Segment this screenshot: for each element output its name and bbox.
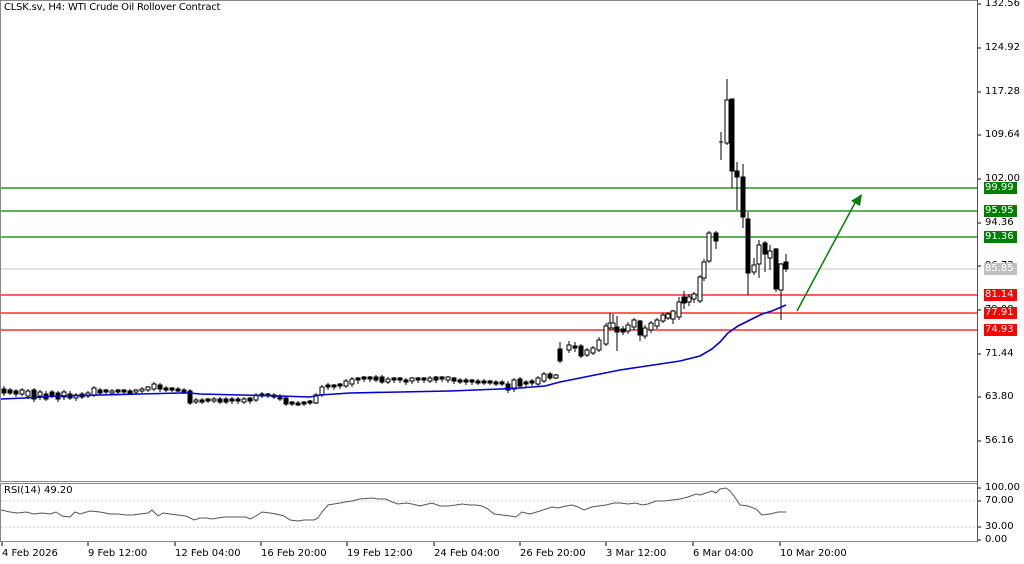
rsi-panel bbox=[0, 483, 978, 542]
price-tick: 117.28 bbox=[985, 86, 1020, 97]
main-panel bbox=[0, 0, 978, 482]
price-tick: 102.00 bbox=[985, 173, 1020, 184]
time-tick: 6 Mar 04:00 bbox=[693, 548, 754, 559]
bullish-arrow-icon bbox=[796, 194, 862, 312]
support-tag: 77.91 bbox=[984, 307, 1017, 319]
candlesticks bbox=[1, 79, 789, 406]
chart-title: CLSK.sv, H4: WTI Crude Oil Rollover Cont… bbox=[4, 2, 221, 13]
support-tag: 74.93 bbox=[984, 324, 1017, 336]
rsi-tick: 100.00 bbox=[985, 482, 1020, 493]
rsi-tick: 0.00 bbox=[985, 534, 1008, 545]
resistance-tag: 99.99 bbox=[984, 182, 1017, 194]
price-tick: 94.36 bbox=[985, 217, 1014, 228]
price-tick: 71.44 bbox=[985, 348, 1014, 359]
moving-average-line bbox=[0, 304, 787, 400]
time-tick: 19 Feb 12:00 bbox=[347, 548, 413, 559]
time-axis-ticks bbox=[1, 542, 781, 546]
time-tick: 26 Feb 20:00 bbox=[520, 548, 586, 559]
resistance-tag: 91.36 bbox=[984, 231, 1017, 243]
time-tick: 24 Feb 04:00 bbox=[434, 548, 500, 559]
time-tick: 12 Feb 04:00 bbox=[175, 548, 241, 559]
time-tick: 3 Mar 12:00 bbox=[606, 548, 667, 559]
rsi-tick: 70.00 bbox=[985, 495, 1014, 506]
price-tick: 56.16 bbox=[985, 435, 1014, 446]
rsi-line bbox=[0, 487, 786, 522]
time-tick: 16 Feb 20:00 bbox=[261, 548, 327, 559]
price-tick: 109.64 bbox=[985, 129, 1020, 140]
rsi-indicator-label: RSI(14) 49.20 bbox=[4, 485, 73, 496]
price-tick: 124.92 bbox=[985, 42, 1020, 53]
support-tag: 81.14 bbox=[984, 289, 1017, 301]
time-tick: 9 Feb 12:00 bbox=[88, 548, 148, 559]
price-tick: 132.56 bbox=[985, 0, 1020, 9]
resistance-tag: 95.95 bbox=[984, 205, 1017, 217]
time-tick: 10 Mar 20:00 bbox=[780, 548, 847, 559]
time-tick: 4 Feb 2026 bbox=[2, 548, 58, 559]
rsi-tick: 30.00 bbox=[985, 521, 1014, 532]
current-price-tag: 85.85 bbox=[984, 263, 1017, 275]
price-tick: 63.80 bbox=[985, 391, 1014, 402]
